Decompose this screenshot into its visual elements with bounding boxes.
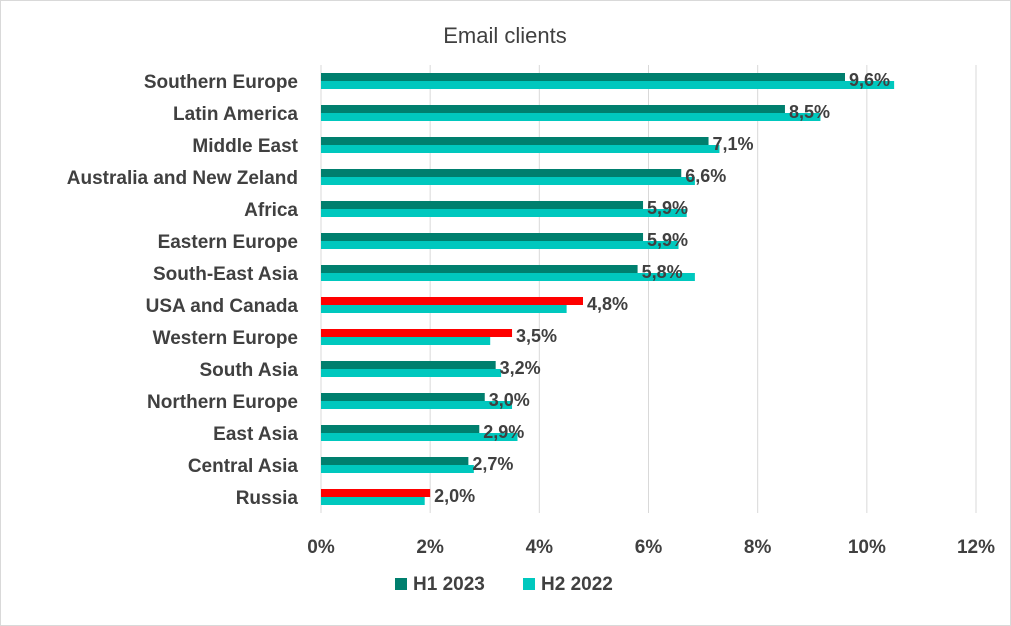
data-label: 2,9% (483, 422, 524, 442)
bar-h2-2022 (321, 113, 821, 121)
bar-h2-2022 (321, 81, 895, 89)
x-tick-label: 4% (526, 537, 554, 558)
bar-h1-2023 (321, 265, 638, 273)
bar-h1-2023 (321, 137, 709, 145)
category-label: Russia (236, 488, 299, 509)
x-axis-ticks: 0% 2% 4% 6% 8% 10% 12% (307, 537, 995, 558)
bar-h2-2022 (321, 209, 687, 217)
category-label: Latin America (173, 104, 298, 125)
bar-h2-2022 (321, 465, 474, 473)
legend-swatch (523, 578, 535, 590)
bar-h2-2022 (321, 145, 720, 153)
data-label: 4,8% (587, 294, 628, 314)
bar-h1-2023 (321, 457, 469, 465)
data-label: 7,1% (713, 134, 754, 154)
x-tick-label: 2% (416, 537, 444, 558)
x-tick-label: 0% (307, 537, 335, 558)
category-label: South Asia (199, 360, 298, 381)
bar-h1-2023 (321, 73, 845, 81)
category-label: Africa (244, 200, 298, 221)
chart-title: Email clients (443, 23, 566, 48)
legend: H1 2023 H2 2022 (395, 574, 613, 595)
bars (321, 73, 895, 505)
bar-h1-2023 (321, 393, 485, 401)
category-label: USA and Canada (146, 296, 299, 317)
data-label: 9,6% (849, 70, 890, 90)
category-label: South-East Asia (153, 264, 298, 285)
category-labels: Southern Europe Latin America Middle East A… (67, 72, 299, 509)
category-label: Australia and New Zeland (67, 168, 298, 189)
bar-h1-2023 (321, 489, 431, 497)
bar-h2-2022 (321, 369, 502, 377)
bar-h1-2023 (321, 361, 496, 369)
category-label: Western Europe (153, 328, 298, 349)
bar-h1-2023 (321, 297, 583, 305)
data-label: 8,5% (789, 102, 830, 122)
data-label: 2,7% (472, 454, 513, 474)
legend-label: H2 2022 (541, 574, 613, 595)
data-label: 3,2% (500, 358, 541, 378)
data-label: 5,9% (647, 230, 688, 250)
bar-h1-2023 (321, 329, 513, 337)
bar-h2-2022 (321, 401, 513, 409)
x-tick-label: 6% (635, 537, 663, 558)
bar-h1-2023 (321, 105, 785, 113)
bar-h1-2023 (321, 233, 644, 241)
data-label: 6,6% (685, 166, 726, 186)
grid-lines (320, 65, 977, 513)
bar-h2-2022 (321, 337, 491, 345)
data-label: 2,0% (434, 486, 475, 506)
data-label: 5,8% (642, 262, 683, 282)
category-label: Northern Europe (147, 392, 298, 413)
x-tick-label: 12% (957, 537, 995, 558)
legend-label: H1 2023 (413, 574, 485, 595)
bar-h1-2023 (321, 425, 480, 433)
category-label: Eastern Europe (158, 232, 298, 253)
bar-h2-2022 (321, 241, 679, 249)
data-label: 5,9% (647, 198, 688, 218)
bar-h2-2022 (321, 497, 425, 505)
category-label: Middle East (192, 136, 298, 157)
data-label: 3,5% (516, 326, 557, 346)
category-label: Central Asia (188, 456, 299, 477)
data-labels: 9,6% 8,5% 7,1% 6,6% 5,9% 5,9% 5,8% 4,8% 3,5% 3,2%… (434, 70, 890, 506)
bar-h2-2022 (321, 305, 567, 313)
bar-h1-2023 (321, 201, 644, 209)
category-label: Southern Europe (144, 72, 298, 93)
category-label: East Asia (213, 424, 298, 445)
bar-h2-2022 (321, 433, 518, 441)
x-tick-label: 8% (744, 537, 772, 558)
data-label: 3,0% (489, 390, 530, 410)
bar-h2-2022 (321, 273, 695, 281)
bar-h1-2023 (321, 169, 682, 177)
x-tick-label: 10% (848, 537, 886, 558)
bar-h2-2022 (321, 177, 695, 185)
legend-swatch (395, 578, 407, 590)
